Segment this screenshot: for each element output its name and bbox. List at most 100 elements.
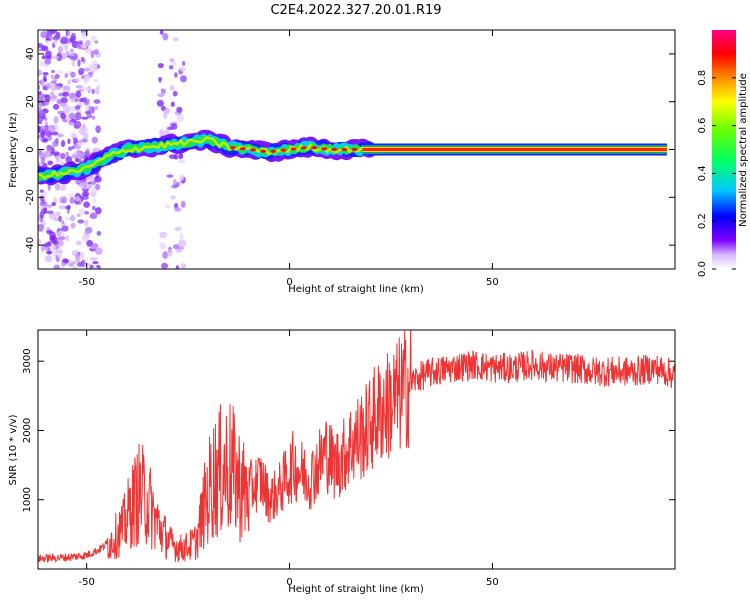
snr-frame [37, 329, 676, 570]
spectrogram-noise-blob [84, 210, 90, 215]
spectrogram-noise-blob [91, 88, 95, 95]
spectrogram-noise-blob [68, 121, 74, 126]
spectrogram-noise-blob [65, 151, 69, 157]
spectrogram-xtick-label: 50 [486, 277, 499, 288]
spectrogram-noise-blob [56, 99, 62, 105]
spectrogram-noise-blob [94, 40, 99, 44]
spectrogram-noise-blob [85, 183, 94, 190]
spectrogram-noise-blob [50, 74, 54, 79]
spectrogram-tone-band [362, 148, 667, 151]
spectrogram-noise-blob [77, 219, 85, 224]
spectrogram-noise-blob [172, 90, 178, 97]
spectrogram-noise-blob [47, 144, 52, 152]
spectrogram-noise-blob [46, 210, 54, 215]
spectrogram-noise-blob [50, 80, 57, 85]
spectrogram-noise-blob [40, 59, 44, 67]
spectrogram-xtick-label: -50 [79, 277, 95, 288]
spectrogram-noise-blob [74, 97, 79, 103]
spectrogram-noise-blob [67, 138, 71, 145]
spectrogram-noise-blob [43, 78, 47, 82]
spectrogram-noise-blob [38, 223, 45, 231]
spectrogram-noise-blob [62, 91, 70, 97]
spectrogram-noise-blob [94, 175, 102, 183]
spectrogram-noise-blob [171, 184, 179, 189]
spectrogram-noise-blob [41, 55, 46, 60]
spectrogram-noise-blob [156, 99, 164, 107]
spectrogram-noise-blob [79, 138, 88, 144]
spectrogram-noise-blob [39, 152, 47, 160]
spectrogram-ridge-layer [38, 136, 371, 180]
spectrogram-noise-blob [56, 230, 65, 237]
spectrogram-noise-blob [78, 208, 86, 216]
spectrogram-noise-blob [41, 45, 49, 52]
snr-ylabel: SNR (10 * v/v) [8, 414, 19, 485]
spectrogram-noise-blob [58, 205, 66, 210]
spectrogram-noise-blob [38, 94, 45, 98]
spectrogram-noise-blob [75, 85, 84, 89]
spectrogram-noise-blob [174, 72, 178, 78]
spectrogram-xlabel: Height of straight line (km) [288, 284, 424, 295]
spectrogram-noise-blob [91, 136, 98, 144]
spectrogram-noise-blob [96, 230, 102, 236]
spectrogram-ytick-label: -20 [25, 189, 36, 205]
spectrogram-noise-blob [76, 43, 83, 50]
spectrogram-noise-blob [75, 254, 81, 263]
spectrogram-ridge-peak [300, 146, 307, 150]
spectrogram-noise-blob [51, 84, 56, 92]
spectrogram-noise-blob [45, 129, 49, 137]
spectrogram-noise-blob [93, 49, 99, 55]
spectrogram-noise-blob [51, 55, 59, 60]
spectrogram-noise-blob [61, 140, 66, 148]
spectrogram-noise-blob [81, 87, 90, 91]
spectrogram-noise-blob [90, 50, 95, 59]
spectrogram-noise-blob [53, 39, 58, 46]
spectrogram-noise-blob [65, 217, 69, 221]
spectrogram-noise-blob [47, 124, 56, 133]
spectrogram-noise-blob [167, 248, 173, 257]
spectrogram-noise-blob [169, 85, 175, 91]
spectrogram-noise-blob [93, 106, 99, 110]
spectrogram-noise-blob [56, 154, 60, 163]
spectrogram-noise-blob [70, 71, 76, 78]
spectrogram-noise-blob [47, 160, 54, 166]
spectrogram-noise-blob [81, 43, 87, 49]
spectrogram-noise-blob [81, 31, 89, 39]
spectrogram-noise-blob [54, 183, 61, 191]
spectrogram-noise-blob [86, 239, 94, 247]
snr-xtick-label: -50 [79, 577, 95, 588]
spectrogram-noise-blob [92, 261, 99, 265]
spectrogram-noise-blob [84, 110, 92, 115]
snr-xtick-label: 0 [286, 577, 292, 588]
spectrogram-noise-blob [59, 184, 67, 191]
spectrogram-noise-blob [172, 244, 180, 250]
spectrogram-noise-blob [43, 207, 48, 214]
spectrogram-noise-blob [84, 149, 90, 157]
spectrogram-noise-blob [90, 245, 98, 250]
spectrogram-noise-blob [68, 106, 77, 112]
spectrogram-noise-blob [95, 125, 101, 134]
spectrogram-noise-blob [75, 157, 80, 163]
spectrogram-noise-blob [162, 33, 169, 41]
spectrogram-noise-blob [87, 49, 92, 53]
spectrogram-noise-blob [51, 69, 55, 74]
spectrogram-noise-blob [38, 238, 42, 245]
colorbar-tick-label: 0.6 [697, 118, 708, 134]
spectrogram-noise-blob [92, 197, 97, 205]
spectrogram-noise-blob [53, 264, 60, 269]
spectrogram-noise-blob [56, 133, 64, 138]
spectrogram-noise-blob [175, 181, 181, 186]
spectrogram-noise-blob [162, 251, 168, 259]
spectrogram-noise-blob [60, 97, 68, 104]
spectrogram-noise-blob [160, 88, 166, 95]
spectrogram-noise-blob [170, 101, 175, 107]
spectrogram-noise-blob [75, 90, 82, 99]
spectrogram-noise-blob [58, 196, 67, 204]
spectrogram-noise-blob [81, 191, 90, 197]
spectrogram-noise-blob [168, 154, 177, 159]
spectrogram-noise-blob [158, 77, 162, 82]
spectrogram-noise-blob [64, 44, 68, 51]
spectrogram-noise-blob [79, 152, 86, 157]
spectrogram-noise-blob [38, 115, 44, 123]
spectrogram-noise-blob [70, 222, 76, 229]
spectrogram-noise-blob [91, 266, 99, 269]
